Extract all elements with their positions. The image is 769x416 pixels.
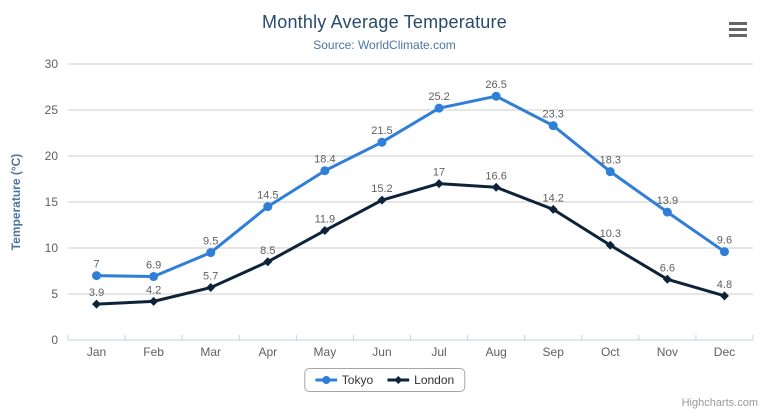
- data-label: 6.9: [146, 260, 161, 272]
- data-label: 16.6: [485, 170, 506, 182]
- y-axis-label: 5: [51, 287, 58, 301]
- x-axis-label: Jul: [431, 345, 446, 359]
- legend: Tokyo London: [303, 368, 466, 392]
- series-line-tokyo[interactable]: [95, 94, 726, 279]
- data-label: 9.6: [717, 235, 732, 247]
- data-point-tokyo-nov[interactable]: [662, 207, 672, 217]
- data-label: 18.4: [314, 154, 335, 166]
- legend-item-tokyo[interactable]: Tokyo: [314, 373, 374, 387]
- data-label: 6.6: [660, 262, 675, 274]
- series-line-london[interactable]: [95, 182, 726, 306]
- data-point-tokyo-jun[interactable]: [377, 137, 387, 147]
- data-point-tokyo-dec[interactable]: [719, 247, 729, 257]
- export-menu-button[interactable]: [727, 17, 755, 42]
- data-point-tokyo-jan[interactable]: [92, 271, 102, 281]
- data-label: 10.3: [600, 228, 621, 240]
- data-point-tokyo-mar[interactable]: [206, 248, 216, 258]
- data-label: 8.5: [260, 245, 275, 257]
- x-axis-label: Nov: [657, 345, 678, 359]
- data-point-tokyo-oct[interactable]: [605, 167, 615, 177]
- data-label: 14.2: [542, 192, 563, 204]
- x-axis-label: May: [314, 345, 337, 359]
- data-label: 7: [93, 259, 99, 271]
- data-label: 26.5: [485, 79, 506, 91]
- chart-title: Monthly Average Temperature: [262, 12, 507, 32]
- y-axis-label: 30: [45, 57, 59, 71]
- data-point-london-nov[interactable]: [662, 274, 672, 284]
- y-axis-label: 20: [45, 149, 59, 163]
- data-point-london-mar[interactable]: [206, 283, 216, 293]
- data-point-london-dec[interactable]: [719, 291, 729, 301]
- legend-marker-circle-icon: [314, 376, 337, 384]
- data-label: 23.3: [542, 109, 563, 121]
- data-point-london-feb[interactable]: [149, 296, 159, 306]
- data-point-london-sep[interactable]: [548, 204, 558, 214]
- data-label: 13.9: [657, 195, 678, 207]
- credits-link[interactable]: Highcharts.com: [681, 397, 758, 409]
- data-label: 17: [433, 167, 445, 179]
- x-axis-label: Sep: [543, 345, 565, 359]
- legend-marker-diamond-icon: [387, 376, 410, 384]
- y-axis-label: 10: [45, 241, 59, 255]
- x-axis-label: Dec: [714, 345, 735, 359]
- data-label: 25.2: [428, 91, 449, 103]
- x-axis-label: Oct: [601, 345, 620, 359]
- data-point-london-jul[interactable]: [434, 179, 444, 189]
- legend-item-london[interactable]: London: [387, 373, 454, 387]
- y-axis-label: 15: [45, 195, 59, 209]
- data-label: 5.7: [203, 271, 218, 283]
- data-label: 9.5: [203, 236, 218, 248]
- x-axis-label: Jun: [372, 345, 391, 359]
- data-point-london-jan[interactable]: [92, 299, 102, 309]
- data-label: 4.8: [717, 279, 732, 291]
- data-point-london-jun[interactable]: [377, 195, 387, 205]
- data-point-london-aug[interactable]: [491, 182, 501, 192]
- data-point-london-apr[interactable]: [263, 257, 273, 267]
- x-axis-label: Feb: [143, 345, 164, 359]
- data-point-tokyo-jul[interactable]: [434, 103, 444, 113]
- data-point-tokyo-may[interactable]: [320, 166, 330, 176]
- chart-subtitle: Source: WorldClimate.com: [313, 38, 456, 52]
- x-axis-label: Jan: [87, 345, 106, 359]
- data-label: 15.2: [371, 183, 392, 195]
- y-axis-label: 25: [45, 103, 59, 117]
- data-point-tokyo-apr[interactable]: [263, 202, 273, 212]
- data-label: 4.2: [146, 284, 161, 296]
- data-point-london-may[interactable]: [320, 226, 330, 236]
- x-axis-label: Mar: [200, 345, 221, 359]
- data-point-tokyo-aug[interactable]: [491, 91, 501, 101]
- data-point-tokyo-sep[interactable]: [548, 121, 558, 131]
- x-axis-label: Apr: [258, 345, 277, 359]
- hamburger-menu-icon: [729, 34, 747, 37]
- data-point-tokyo-feb[interactable]: [149, 272, 159, 282]
- hamburger-menu-icon: [729, 28, 747, 31]
- legend-label: Tokyo: [341, 373, 374, 387]
- data-label: 3.9: [89, 287, 104, 299]
- data-label: 11.9: [315, 214, 336, 226]
- y-axis-title: Temperature (°C): [9, 154, 23, 251]
- data-point-london-oct[interactable]: [605, 240, 615, 250]
- legend-label: London: [414, 373, 455, 387]
- x-axis-label: Aug: [485, 345, 506, 359]
- y-axis-label: 0: [51, 333, 58, 347]
- hamburger-menu-icon: [729, 22, 747, 25]
- data-label: 14.5: [257, 190, 278, 202]
- data-label: 21.5: [371, 125, 392, 137]
- data-label: 18.3: [600, 155, 621, 167]
